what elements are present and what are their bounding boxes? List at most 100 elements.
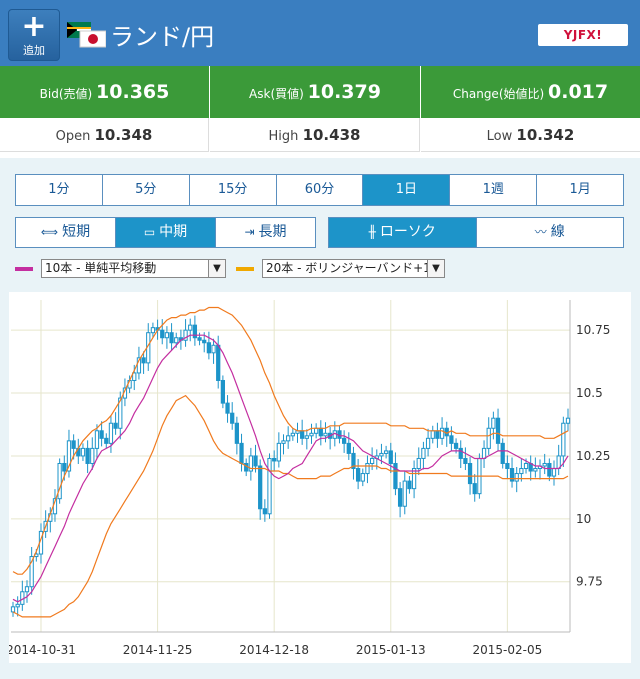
high-label: High (268, 129, 299, 144)
bb-select-value: 20本 - ボリンジャーバンド+1 (266, 261, 431, 275)
ask-label: Ask(買値) (249, 87, 304, 101)
candle-body (80, 447, 86, 457)
long-term-icon: ⇥ (244, 225, 255, 239)
candle-body (342, 437, 347, 444)
candle-body (449, 435, 454, 444)
candle-body (304, 435, 309, 439)
candle-body (174, 337, 179, 344)
page-title: ランド/円 (110, 23, 215, 51)
candle-body (411, 468, 417, 490)
candle-body (192, 324, 198, 339)
candle-body (248, 455, 253, 472)
x-tick-label: 2015-02-05 (472, 643, 542, 657)
bollinger-lower-line (12, 394, 569, 618)
bb-select[interactable]: 20本 - ボリンジャーバンド+1 ▼ (262, 259, 445, 278)
candle-body (108, 422, 114, 444)
candle-body (355, 468, 361, 482)
candle-body (509, 468, 515, 482)
candle-body (85, 447, 90, 464)
candle-body (202, 339, 207, 344)
candle-body (253, 455, 258, 467)
open-stat: Open 10.348 (0, 118, 209, 152)
candle-body (136, 357, 142, 374)
medium-term-icon: ▭ (143, 225, 156, 239)
candle-body (360, 473, 365, 482)
candle-body (239, 442, 244, 464)
low-label: Low (486, 129, 513, 144)
tab-term-short[interactable]: ⟺ 短期 (16, 218, 115, 247)
candle-body (351, 452, 356, 470)
candle-body (481, 447, 487, 459)
candle-body (523, 462, 529, 470)
y-tick-label: 9.75 (576, 575, 603, 589)
candle-body (104, 437, 109, 444)
candle-body (542, 462, 547, 467)
candle-body (15, 603, 20, 608)
open-value: 10.348 (94, 126, 153, 144)
candle-body (24, 586, 30, 593)
candle-body (276, 442, 281, 462)
change-value: 0.017 (548, 81, 609, 103)
candle-body (565, 417, 571, 424)
candle-body (519, 468, 524, 475)
candle-body (183, 329, 188, 341)
tab-period-1min[interactable]: 1分 (48, 182, 70, 197)
tab-period-60min[interactable]: 60分 (275, 175, 363, 205)
high-value: 10.438 (302, 126, 361, 144)
candle-body (225, 402, 230, 414)
y-tick-label: 10.5 (576, 386, 603, 400)
bollinger-upper-line (12, 306, 569, 575)
candle-body (491, 417, 496, 429)
candle-body (29, 556, 34, 588)
candle-body (300, 430, 305, 439)
candle-body (397, 488, 403, 507)
candle-body (365, 462, 370, 475)
candle-body (453, 442, 459, 449)
tab-period-1week[interactable]: 1週 (449, 175, 536, 205)
candle-body (463, 457, 468, 464)
x-tick-label: 2015-01-13 (356, 643, 426, 657)
change-label: Change(始値比) (452, 87, 545, 101)
bb-indicator: 20本 - ボリンジャーバンド+1 ▼ (236, 259, 445, 279)
candle-body (62, 462, 67, 472)
candle-body (439, 427, 445, 439)
y-tick-label: 10.25 (576, 449, 610, 463)
tab-period-1month[interactable]: 1月 (536, 175, 623, 205)
tab-period-5min[interactable]: 5分 (101, 175, 189, 205)
add-button[interactable]: + 追加 (8, 9, 60, 61)
change-quote: Change(始値比) 0.017 (421, 66, 640, 118)
candle-body (561, 422, 566, 457)
tab-term-medium[interactable]: ▭ 中期 (115, 218, 215, 247)
candle-body (346, 442, 351, 454)
candle-body (318, 427, 323, 437)
candle-body (383, 450, 389, 454)
bid-label: Bid(売値) (39, 87, 93, 101)
candle-body (132, 372, 137, 381)
candle-body (472, 483, 477, 495)
tab-term-long[interactable]: ⇥ 長期 (215, 218, 315, 247)
tab-line-label: 線 (550, 224, 565, 240)
ask-quote: Ask(買値) 10.379 (210, 66, 420, 118)
ma-select[interactable]: 10本 - 単純平均移動 ▼ (41, 259, 226, 278)
tab-period-15min[interactable]: 15分 (188, 175, 276, 205)
candle-body (234, 422, 239, 444)
tab-candlestick[interactable]: ╫ ローソク (329, 218, 476, 247)
candle-body (118, 397, 123, 429)
open-label: Open (55, 129, 91, 144)
candle-body (99, 430, 104, 439)
chart-type-tabs: ╫ ローソク 〰線 (328, 217, 624, 248)
candle-body (467, 462, 473, 485)
candle-body (402, 480, 407, 507)
low-stat: Low 10.342 (421, 118, 640, 152)
candle-body (206, 342, 212, 354)
candle-body (393, 462, 398, 490)
price-chart[interactable]: 9.75 10 10.25 10.5 10.75 2014-10-31 2014-11-25… (9, 292, 631, 663)
currency-flags-icon (67, 22, 106, 48)
ma-swatch (15, 267, 33, 271)
candle-body (505, 462, 510, 470)
candle-body (369, 457, 375, 464)
candle-body (388, 450, 393, 464)
tab-line[interactable]: 〰線 (475, 218, 624, 247)
tab-period-1day[interactable]: 1日 (362, 175, 450, 205)
candle-body (164, 332, 170, 339)
